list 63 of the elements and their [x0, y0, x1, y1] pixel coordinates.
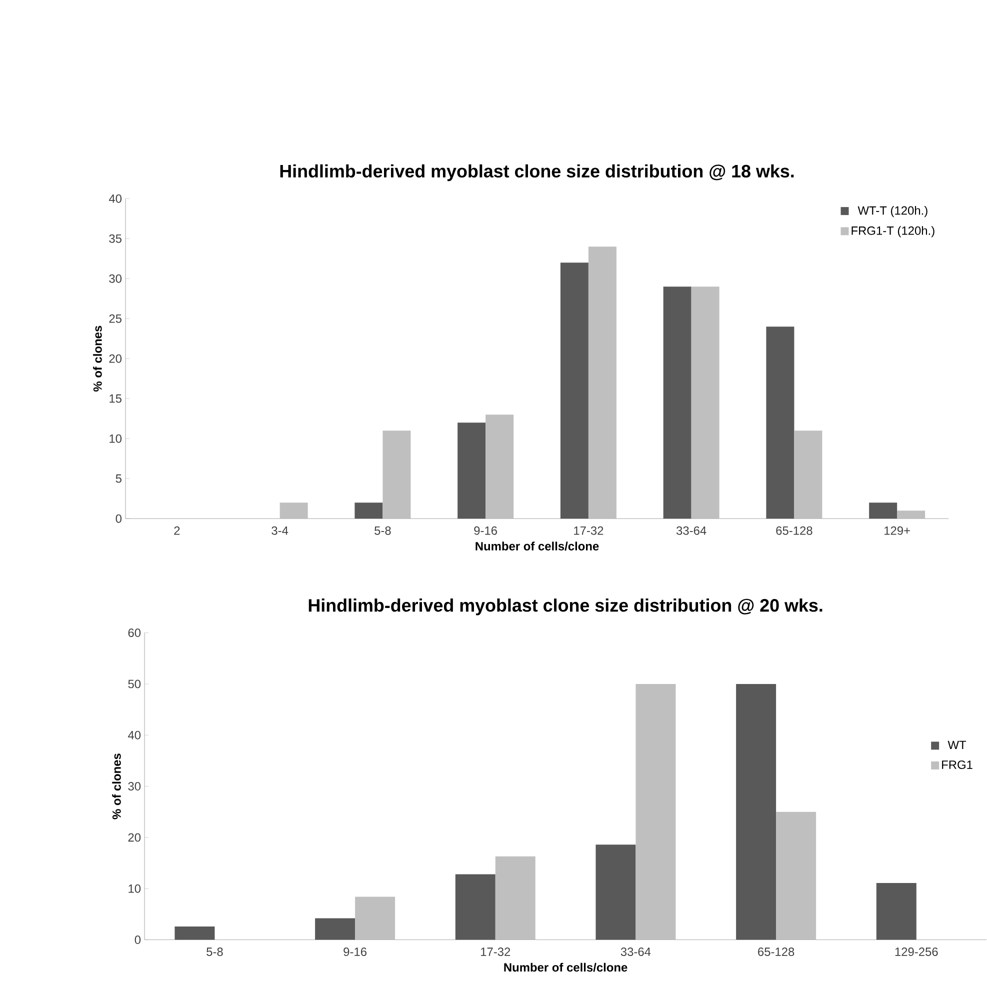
bar	[355, 896, 396, 940]
chart-title: Hindlimb-derived myoblast clone size distribution @ 20 wks.	[309, 598, 822, 616]
y-tick-label: 20	[128, 833, 141, 842]
bar	[486, 414, 514, 519]
y-tick-label: 35	[109, 234, 122, 243]
x-tick-label: 5-8	[374, 526, 391, 535]
y-tick-label: 0	[134, 936, 141, 944]
x-tick-label: 2	[174, 526, 180, 535]
y-tick-label: 15	[110, 394, 122, 403]
bar	[458, 422, 486, 519]
bar	[588, 246, 617, 519]
y-tick-label: 60	[128, 628, 141, 638]
x-tick-label: 129+	[884, 526, 910, 535]
x-tick-label: 33-64	[676, 526, 706, 535]
x-tick-label: 17-32	[574, 526, 604, 535]
bar	[876, 882, 917, 940]
bar	[794, 430, 822, 519]
y-tick-label: 30	[128, 782, 141, 791]
x-tick-label: 5-8	[206, 948, 223, 956]
legend-label: FRG1	[942, 760, 972, 769]
bar	[736, 684, 776, 940]
bar	[663, 286, 692, 519]
bar	[776, 812, 816, 940]
y-tick-label: 0	[116, 514, 122, 523]
legend-label: FRG1-T (120h.)	[852, 226, 934, 238]
bar	[315, 918, 356, 940]
bar	[560, 262, 589, 519]
x-axis-title: Number of cells/clone	[504, 962, 628, 972]
legend-label: WT	[948, 740, 966, 750]
x-tick-label: 3-4	[272, 526, 288, 535]
x-tick-label: 9-16	[474, 526, 498, 535]
x-axis-title: Number of cells/clone	[476, 542, 599, 551]
bar	[766, 326, 794, 519]
y-tick-label: 30	[109, 274, 122, 283]
bar	[691, 286, 720, 519]
x-tick-label: 9-16	[344, 948, 367, 956]
bar	[869, 502, 898, 519]
y-axis-title: % of clones	[112, 754, 122, 820]
y-tick-label: 10	[110, 434, 122, 443]
legend-label: WT-T (120h.)	[858, 206, 928, 218]
bar	[456, 874, 496, 940]
x-tick-label: 65-128	[776, 526, 812, 535]
bar	[596, 844, 636, 940]
x-tick-label: 129-256	[895, 948, 938, 956]
y-tick-label: 50	[128, 680, 141, 688]
y-tick-label: 5	[116, 474, 122, 483]
x-tick-label: 65-128	[758, 948, 794, 956]
x-tick-label: 33-64	[621, 948, 651, 956]
y-tick-label: 20	[109, 354, 122, 363]
x-tick-label: 17-32	[481, 948, 510, 956]
y-tick-label: 40	[109, 194, 122, 203]
y-tick-label: 10	[128, 884, 141, 893]
bar	[496, 856, 536, 940]
y-axis-title: % of clones	[93, 326, 102, 392]
bar	[382, 430, 411, 519]
bar	[897, 510, 926, 519]
y-tick-label: 40	[128, 730, 141, 740]
bar	[636, 684, 676, 940]
bar	[174, 926, 215, 940]
y-tick-label: 25	[109, 314, 122, 323]
chart-title: Hindlimb-derived myoblast clone size distribution @ 18 wks.	[280, 164, 794, 182]
bar	[280, 502, 308, 519]
bar	[354, 502, 383, 519]
